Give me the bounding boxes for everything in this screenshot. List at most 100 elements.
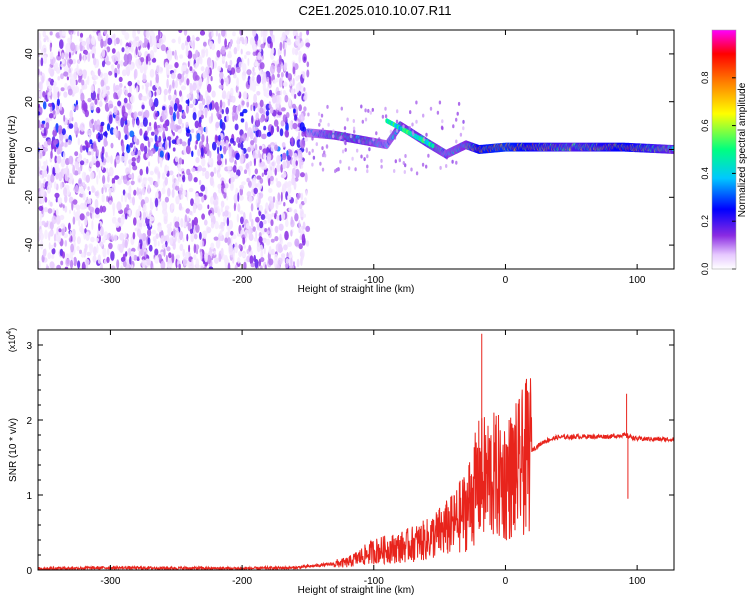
spectrogram-cell: [398, 158, 401, 163]
spectrogram-cell: [238, 61, 243, 68]
spectrogram-cell: [196, 93, 199, 100]
spectrogram-cell: [213, 167, 217, 174]
spectrogram-cell: [124, 32, 130, 41]
spectrogram-cell: [79, 37, 83, 43]
spectrogram-cell: [96, 244, 99, 254]
spectrogram-cell: [169, 170, 174, 176]
spectrogram-cell: [185, 121, 189, 128]
spectrogram-cell: [132, 30, 136, 39]
spectrogram-cell: [115, 155, 121, 165]
spectrogram-cell: [269, 30, 274, 36]
spectrogram-cell: [296, 193, 300, 200]
spectrogram-cell: [81, 79, 85, 86]
spectrogram-cell: [252, 66, 255, 73]
spectrogram-cell: [254, 168, 258, 175]
spectrogram-cell: [150, 260, 153, 269]
spectrogram-cell: [133, 111, 138, 120]
spectrogram-cell: [232, 31, 236, 37]
spectrogram-cell: [671, 146, 674, 152]
spectrogram-cell: [299, 234, 303, 240]
spectrogram-cell: [151, 131, 155, 136]
spectrogram-cell: [124, 112, 129, 117]
spectrogram-cell: [128, 174, 134, 179]
spectrogram-cell: [137, 150, 141, 156]
spectrogram-cell: [210, 112, 214, 123]
spectrogram-cell: [266, 131, 272, 137]
spectrogram-cell: [62, 251, 65, 259]
spectrogram-cell: [257, 52, 262, 61]
spectrogram-cell: [282, 161, 286, 170]
spectrogram-cell: [120, 117, 125, 128]
spectrogram-cell: [142, 222, 147, 227]
spectrogram-cell: [47, 91, 50, 101]
spectrogram-cell: [191, 128, 195, 134]
spectrogram-cell: [340, 135, 343, 140]
spectrogram-cell: [95, 213, 100, 219]
spectrogram-cell: [66, 76, 69, 81]
spectrogram-cell: [113, 105, 118, 116]
colorbar-tick-label: 0.8: [700, 72, 710, 85]
spectrogram-cell: [384, 106, 387, 111]
spectrogram-cell: [264, 264, 267, 269]
spectrogram-cell: [269, 64, 276, 75]
spectrogram-cell: [158, 141, 163, 148]
spectrogram-cell: [197, 110, 202, 118]
spectrogram-cell: [181, 141, 187, 147]
spectrogram-cell: [193, 243, 197, 254]
spectrogram-cell: [101, 60, 106, 68]
spectrogram-cell: [239, 36, 244, 42]
spectrogram-cell: [235, 152, 240, 161]
spectrogram-cell: [61, 59, 65, 65]
spectrogram-cell: [111, 48, 116, 54]
spectrogram-cell: [174, 62, 179, 69]
spectrogram-cell: [56, 98, 61, 107]
spectrogram-cell: [97, 254, 102, 264]
spectrogram-cell: [166, 246, 171, 252]
spectrogram-cell: [240, 216, 244, 225]
spectrogram-cell: [142, 42, 145, 49]
spectrogram-cell: [206, 135, 209, 145]
spectrogram-cell: [265, 238, 271, 246]
spectrogram-cell: [248, 233, 254, 241]
snr-ylabel: SNR (10 * v/v): [8, 418, 19, 482]
spectrogram-cell: [79, 144, 83, 153]
spectrogram-cell: [141, 217, 144, 224]
spectrogram-cell: [164, 176, 168, 186]
spectrogram-cell: [180, 218, 184, 228]
spectrogram-cell: [270, 219, 274, 227]
spectrogram-cell: [147, 42, 150, 50]
spectrogram-cell: [167, 152, 170, 161]
spectrogram-cell: [54, 192, 60, 198]
spectrogram-cell: [307, 112, 310, 117]
spectrogram-cell: [371, 107, 374, 112]
spectrogram-cell: [326, 104, 329, 109]
spectrogram-cell: [271, 212, 275, 217]
spectrogram-cell: [172, 147, 176, 152]
spectrogram-cell: [238, 244, 242, 249]
spectrogram-cell: [163, 88, 168, 96]
spectrogram-cell: [285, 112, 290, 119]
spectrogram-cell: [197, 148, 201, 157]
spectrogram-cell: [277, 73, 280, 78]
spectrogram-cell: [268, 245, 272, 255]
spectrogram-cell: [157, 190, 162, 199]
spectrogram-cell: [142, 72, 147, 83]
spectrogram-cell: [293, 152, 298, 161]
spectrogram-cell: [220, 247, 224, 257]
spectrogram-cell: [131, 264, 134, 269]
spectrogram-cell: [339, 159, 342, 164]
spectrogram-cell: [303, 87, 306, 92]
spectrogram-cell: [259, 117, 264, 123]
snr-ytick-label: 3: [26, 341, 32, 352]
spectrogram-cell: [227, 98, 231, 107]
spectrogram-cell: [290, 257, 293, 267]
spectrogram-cell: [262, 34, 265, 41]
snr-xtick-label: -300: [100, 576, 120, 587]
spectrogram-cell: [105, 151, 108, 158]
spectrogram-cell: [194, 120, 200, 129]
spectrogram-cell: [60, 87, 65, 92]
spectrogram-cell: [274, 225, 279, 234]
spectrogram-cell: [170, 100, 174, 106]
spectrogram-cell: [164, 61, 169, 69]
spectrogram-cell: [266, 76, 270, 83]
